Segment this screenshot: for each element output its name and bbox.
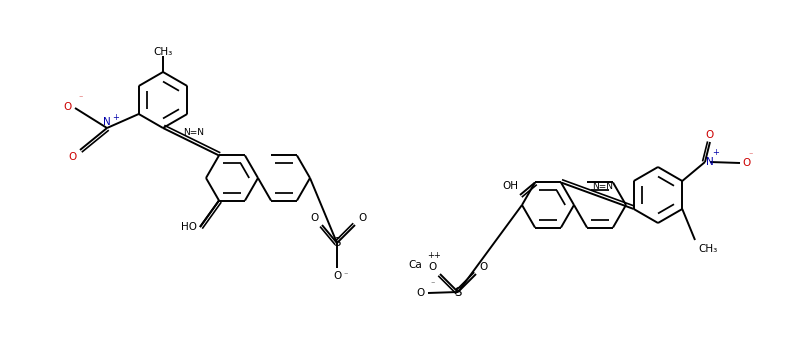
Text: N: N <box>706 157 714 167</box>
Text: O: O <box>742 158 750 168</box>
Text: O: O <box>63 102 72 112</box>
Text: N: N <box>103 117 111 127</box>
Text: OH: OH <box>502 181 518 191</box>
Text: S: S <box>334 236 341 249</box>
Text: O: O <box>310 213 319 223</box>
Text: +: + <box>112 113 119 122</box>
Text: ⁻: ⁻ <box>748 150 752 159</box>
Text: O: O <box>358 213 367 223</box>
Text: N=N: N=N <box>593 182 614 191</box>
Text: ++: ++ <box>427 251 441 260</box>
Text: O: O <box>479 262 488 272</box>
Text: ⁻: ⁻ <box>343 270 347 279</box>
Text: ⁻: ⁻ <box>78 93 83 102</box>
Text: O: O <box>333 271 341 281</box>
Text: S: S <box>454 286 462 299</box>
Text: Ca: Ca <box>408 260 422 270</box>
Text: ⁻: ⁻ <box>430 279 435 288</box>
Text: N=N: N=N <box>183 128 204 137</box>
Text: O: O <box>706 130 714 140</box>
Text: O: O <box>429 262 437 272</box>
Text: O: O <box>69 152 77 162</box>
Text: O: O <box>417 288 425 298</box>
Text: HO: HO <box>181 222 197 232</box>
Text: +: + <box>712 148 719 157</box>
Text: CH₃: CH₃ <box>698 244 717 254</box>
Text: CH₃: CH₃ <box>153 47 172 57</box>
